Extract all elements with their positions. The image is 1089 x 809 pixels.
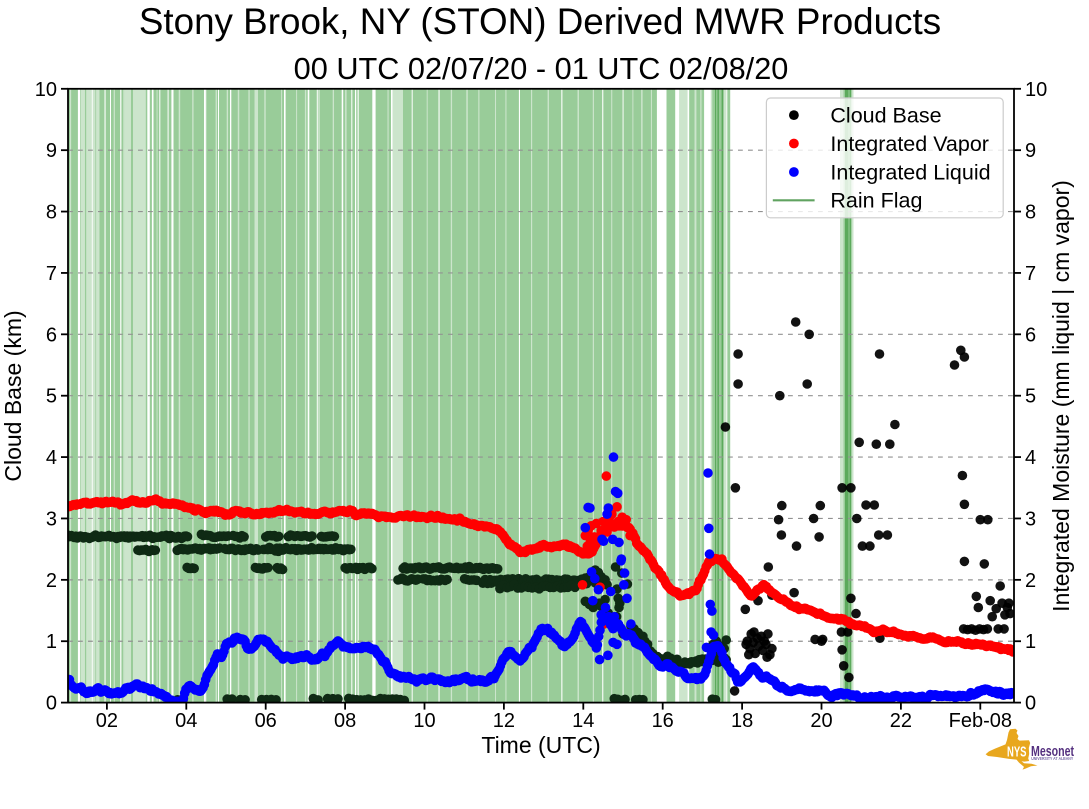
- svg-text:18: 18: [731, 710, 753, 732]
- svg-text:Rain Flag: Rain Flag: [830, 189, 922, 213]
- svg-text:4: 4: [1025, 447, 1036, 469]
- svg-text:10: 10: [413, 710, 435, 732]
- svg-text:0: 0: [46, 693, 57, 715]
- svg-text:04: 04: [175, 710, 197, 732]
- svg-text:2: 2: [46, 570, 57, 592]
- svg-text:00 UTC 02/07/20 - 01 UTC 02/08: 00 UTC 02/07/20 - 01 UTC 02/08/20: [294, 51, 789, 86]
- svg-text:Cloud Base: Cloud Base: [830, 103, 941, 127]
- svg-text:6: 6: [1025, 324, 1036, 346]
- svg-text:1: 1: [46, 631, 57, 653]
- svg-text:5: 5: [1025, 386, 1036, 408]
- svg-text:02: 02: [96, 710, 118, 732]
- svg-text:8: 8: [46, 202, 57, 224]
- svg-text:NYS: NYS: [1007, 744, 1027, 760]
- svg-text:10: 10: [1025, 79, 1047, 101]
- svg-text:7: 7: [1025, 263, 1036, 285]
- svg-text:10: 10: [35, 79, 57, 101]
- svg-text:Stony Brook, NY (STON) Derived: Stony Brook, NY (STON) Derived MWR Produ…: [139, 1, 941, 42]
- svg-text:2: 2: [1025, 570, 1036, 592]
- svg-text:0: 0: [1025, 693, 1036, 715]
- svg-text:Mesonet: Mesonet: [1031, 744, 1074, 760]
- svg-text:3: 3: [1025, 509, 1036, 531]
- svg-text:06: 06: [255, 710, 277, 732]
- svg-text:Cloud Base (km): Cloud Base (km): [0, 310, 26, 481]
- svg-text:Integrated Vapor: Integrated Vapor: [830, 132, 989, 156]
- svg-text:14: 14: [572, 710, 594, 732]
- svg-text:3: 3: [46, 509, 57, 531]
- svg-text:Integrated Liquid: Integrated Liquid: [830, 160, 990, 184]
- svg-text:6: 6: [46, 324, 57, 346]
- svg-text:UNIVERSITY AT ALBANY: UNIVERSITY AT ALBANY: [1031, 756, 1073, 761]
- svg-text:5: 5: [46, 386, 57, 408]
- svg-text:4: 4: [46, 447, 57, 469]
- svg-text:Time (UTC): Time (UTC): [481, 732, 600, 758]
- svg-text:Integrated Moisture (mm liquid: Integrated Moisture (mm liquid | cm vapo…: [1048, 180, 1074, 612]
- svg-text:Feb-08: Feb-08: [949, 710, 1012, 732]
- svg-text:16: 16: [652, 710, 674, 732]
- svg-text:08: 08: [334, 710, 356, 732]
- svg-text:20: 20: [810, 710, 832, 732]
- svg-text:12: 12: [493, 710, 515, 732]
- svg-text:1: 1: [1025, 631, 1036, 653]
- svg-text:7: 7: [46, 263, 57, 285]
- svg-text:8: 8: [1025, 202, 1036, 224]
- svg-text:9: 9: [46, 140, 57, 162]
- svg-text:22: 22: [890, 710, 912, 732]
- svg-text:9: 9: [1025, 140, 1036, 162]
